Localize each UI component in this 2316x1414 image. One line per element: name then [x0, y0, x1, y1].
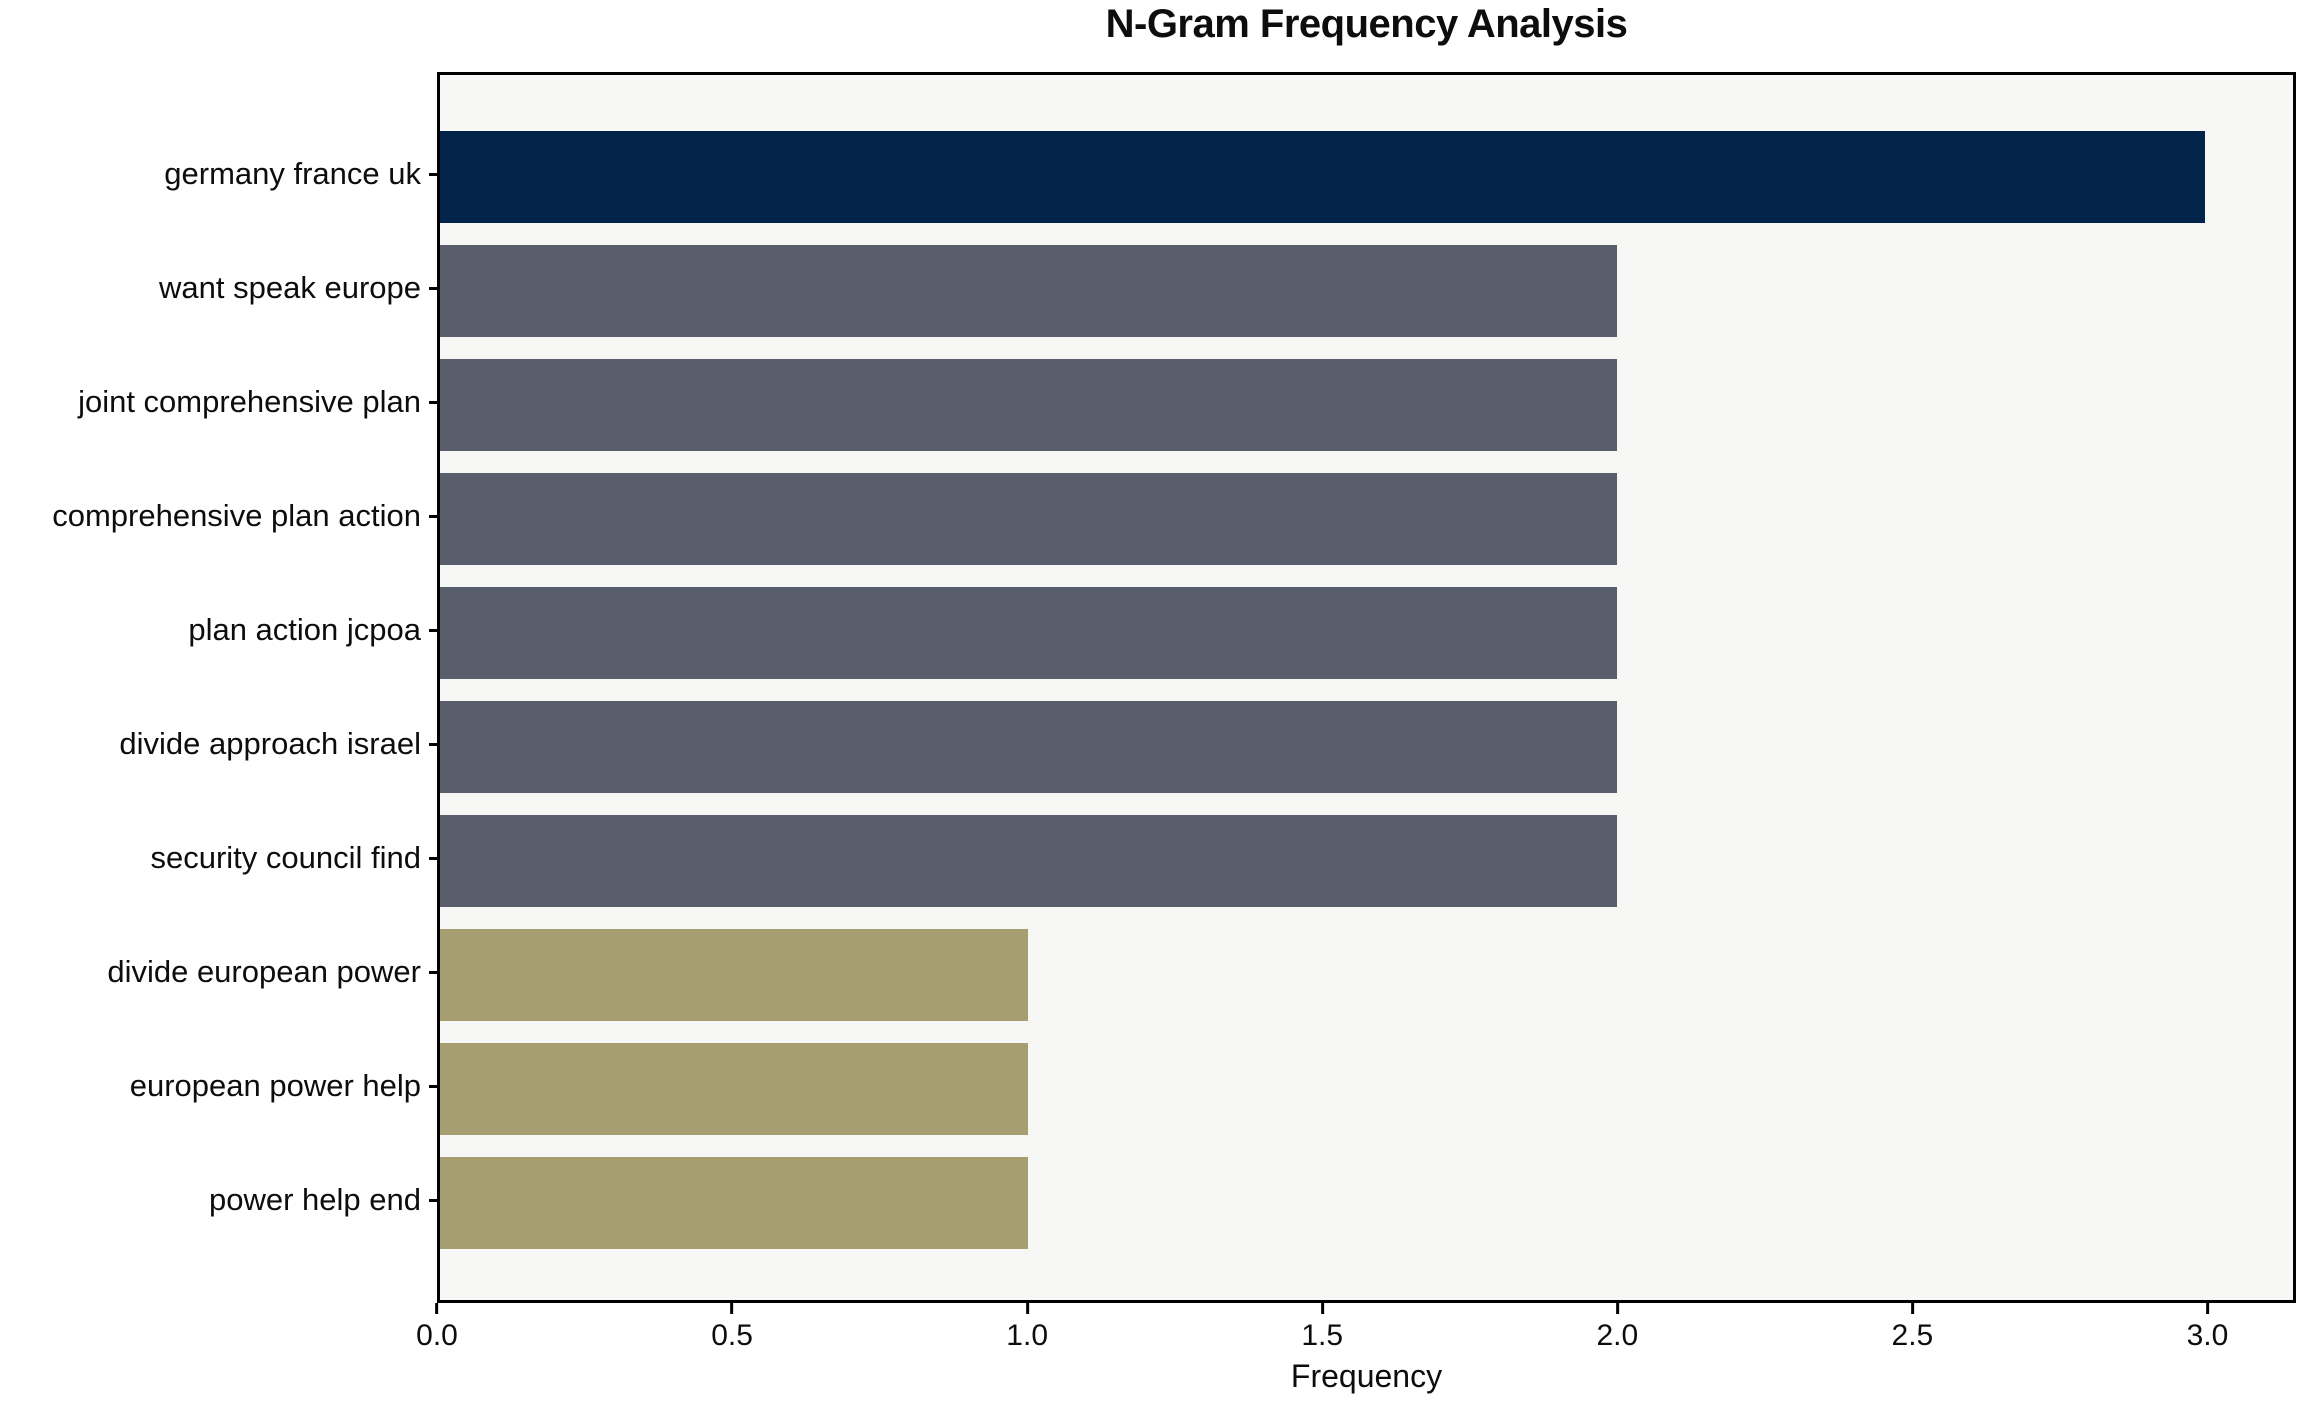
bar-row	[440, 918, 2293, 1032]
y-tick-label: comprehensive plan action	[52, 498, 421, 533]
bar	[440, 359, 1617, 451]
y-tick-mark	[429, 514, 437, 518]
x-tick-mark	[1910, 1303, 1914, 1314]
y-tick-label: divide approach israel	[119, 726, 421, 761]
bar-row	[440, 120, 2293, 234]
y-label-row: joint comprehensive plan	[0, 345, 437, 459]
x-tick-label: 0.5	[711, 1319, 753, 1352]
x-tick: 1.5	[1301, 1303, 1343, 1353]
bar-row	[440, 462, 2293, 576]
y-label-row: germany france uk	[0, 117, 437, 231]
x-tick-mark	[1320, 1303, 1324, 1314]
y-tick-mark	[429, 400, 437, 404]
bar	[440, 245, 1617, 337]
x-tick: 2.5	[1891, 1303, 1934, 1353]
bar	[440, 1157, 1029, 1249]
x-tick-mark	[2205, 1303, 2209, 1314]
y-tick-label: joint comprehensive plan	[78, 384, 421, 419]
bar	[440, 587, 1617, 679]
x-tick-label: 2.0	[1596, 1319, 1639, 1352]
x-tick: 1.0	[1006, 1303, 1048, 1353]
x-tick-label: 1.0	[1006, 1319, 1049, 1352]
y-label-row: power help end	[0, 1143, 437, 1257]
x-tick: 0.5	[711, 1303, 753, 1353]
y-tick-mark	[429, 286, 437, 290]
x-tick: 0.0	[416, 1303, 458, 1353]
bars-area	[440, 75, 2293, 1300]
x-tick: 3.0	[2186, 1303, 2229, 1353]
y-tick-label: power help end	[209, 1182, 421, 1217]
plot-area	[437, 72, 2296, 1303]
x-tick-mark	[730, 1303, 734, 1314]
y-label-row: security council find	[0, 801, 437, 915]
x-tick-mark	[1615, 1303, 1619, 1314]
y-label-row: european power help	[0, 1029, 437, 1143]
y-tick-label: plan action jcpoa	[188, 612, 421, 647]
x-axis-ticks: 0.0 0.5 1.0 1.5 2.0 2.5 3.0	[416, 1303, 2296, 1373]
x-tick-label: 0.0	[416, 1319, 458, 1352]
y-axis-labels: germany france uk want speak europe joint …	[0, 72, 437, 1303]
x-tick-mark	[435, 1303, 439, 1314]
bar	[440, 701, 1617, 793]
x-tick-label: 1.5	[1301, 1319, 1344, 1352]
y-label-row: want speak europe	[0, 231, 437, 345]
chart-title: N-Gram Frequency Analysis	[1105, 2, 1628, 46]
x-tick-mark	[1025, 1303, 1029, 1314]
y-tick-mark	[429, 970, 437, 974]
bar-row	[440, 804, 2293, 918]
bar	[440, 131, 2205, 223]
y-tick-mark	[429, 172, 437, 176]
y-label-row: comprehensive plan action	[0, 459, 437, 573]
y-tick-mark	[429, 742, 437, 746]
x-tick: 2.0	[1596, 1303, 1638, 1353]
y-tick-label: security council find	[150, 840, 421, 875]
bar-row	[440, 348, 2293, 462]
bar	[440, 815, 1617, 907]
y-label-row: divide approach israel	[0, 687, 437, 801]
x-tick-label: 3.0	[2186, 1319, 2229, 1352]
y-tick-label: divide european power	[107, 954, 421, 989]
y-tick-mark	[429, 856, 437, 860]
bar	[440, 473, 1617, 565]
bar	[440, 929, 1029, 1021]
y-label-row: plan action jcpoa	[0, 573, 437, 687]
bar-row	[440, 1146, 2293, 1260]
x-axis-title: Frequency	[1290, 1358, 1443, 1394]
y-tick-mark	[429, 628, 437, 632]
bar-row	[440, 690, 2293, 804]
y-tick-mark	[429, 1198, 437, 1202]
x-tick-label: 2.5	[1891, 1319, 1934, 1352]
y-tick-label: want speak europe	[159, 270, 421, 305]
y-tick-label: european power help	[129, 1068, 421, 1103]
bar-row	[440, 234, 2293, 348]
y-tick-mark	[429, 1084, 437, 1088]
bar	[440, 1043, 1029, 1135]
y-tick-label: germany france uk	[164, 156, 421, 191]
bar-row	[440, 1032, 2293, 1146]
bar-row	[440, 576, 2293, 690]
y-label-row: divide european power	[0, 915, 437, 1029]
